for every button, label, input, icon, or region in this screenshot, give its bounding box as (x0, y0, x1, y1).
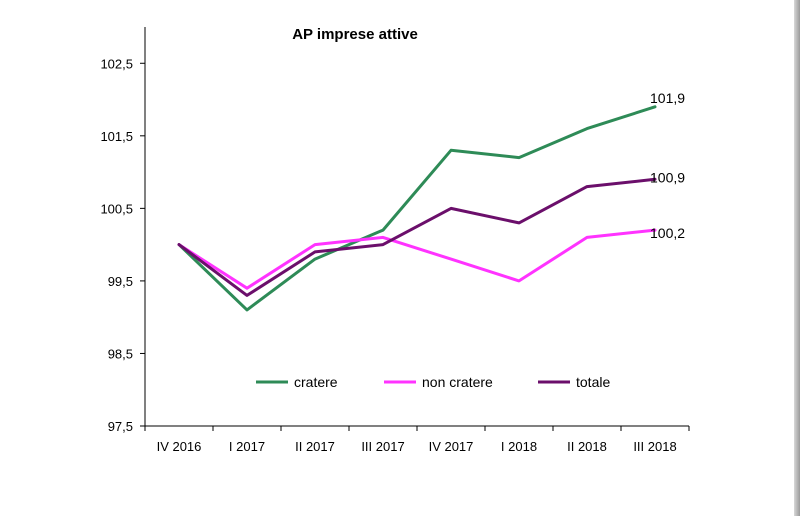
data-label-non-cratere: 100,2 (650, 225, 685, 241)
legend-label-non-cratere: non cratere (422, 374, 493, 390)
x-tick-label: IV 2017 (429, 439, 474, 454)
x-tick-label: II 2018 (567, 439, 607, 454)
series-layer: 101,9 100,2 100,9 (177, 90, 685, 312)
x-tick-label: III 2018 (633, 439, 676, 454)
series-line-non-cratere (177, 228, 657, 290)
legend-label-cratere: cratere (294, 374, 338, 390)
y-tick-label: 100,5 (100, 201, 133, 216)
y-tick-label: 99,5 (108, 274, 133, 289)
series-line-totale (177, 177, 657, 297)
series-line-cratere (177, 105, 657, 312)
x-tick-label: III 2017 (361, 439, 404, 454)
x-tick-label: IV 2016 (157, 439, 202, 454)
chart-title: AP imprese attive (292, 26, 418, 43)
chart-axes: 97,5 98,5 99,5 100,5 101,5 102,5 IV 2016 I 2017… (100, 27, 690, 454)
legend: cratere non cratere totale (256, 374, 610, 390)
window-edge (794, 0, 800, 516)
y-tick-label: 98,5 (108, 346, 133, 361)
x-tick-label: II 2017 (295, 439, 335, 454)
y-tick-label: 101,5 (100, 129, 133, 144)
y-tick-label: 102,5 (100, 56, 133, 71)
data-label-cratere: 101,9 (650, 90, 685, 106)
data-label-totale: 100,9 (650, 169, 685, 185)
x-tick-label: I 2018 (501, 439, 537, 454)
x-tick-label: I 2017 (229, 439, 265, 454)
legend-label-totale: totale (576, 374, 610, 390)
y-tick-label: 97,5 (108, 419, 133, 434)
